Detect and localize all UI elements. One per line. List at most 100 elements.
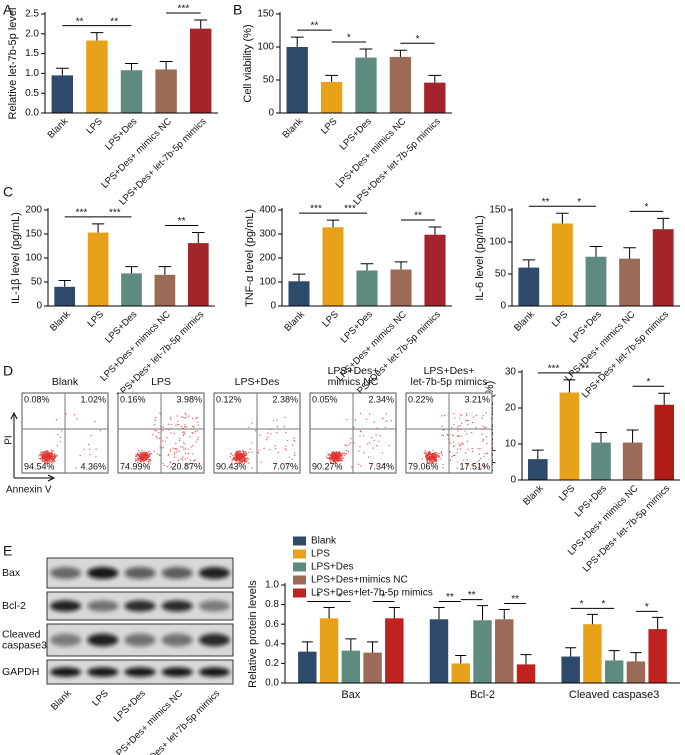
flow-dot [44,462,47,465]
flow-dot [331,451,333,453]
flow-dot [467,464,469,466]
significance-label: * [580,599,584,610]
flow-dot [162,446,164,449]
flow-dot [485,426,487,428]
flow-dot [421,458,424,460]
flow-dot [351,466,353,468]
flow-dot [426,458,429,460]
flow-dot [333,451,335,453]
bar [51,75,74,113]
flow-dot [185,463,187,466]
flow-dot [182,456,184,458]
flow-dot [466,419,468,422]
flow-dot [456,467,458,470]
legend-label: LPS [311,549,330,560]
bar [626,661,646,683]
flow-dot [189,462,192,464]
flow-dot [441,450,443,452]
flow-dot [433,460,436,462]
error-bar [192,232,205,244]
flow-dot [56,454,58,457]
y-tick-label: 50 [31,277,43,288]
flow-dot [173,465,176,468]
flow-dot [462,459,465,461]
error-bar [394,49,407,57]
flow-dot [48,458,50,460]
flow-dot [44,459,47,461]
blot-band [161,667,193,677]
flow-dot [435,451,437,454]
flow-dot [428,450,431,453]
bar [648,629,667,683]
bar [652,229,674,306]
significance-label: *** [109,208,121,219]
flow-dot [79,454,81,457]
flow-dot [486,442,488,445]
significance-label: ** [511,594,519,605]
flow-dot [192,445,194,447]
bar [516,664,536,683]
flow-dot [54,457,57,459]
error-bar [55,67,69,76]
x-tick-label: LPS [557,483,577,503]
flow-dot [461,442,464,444]
flow-dot [183,426,186,428]
quadrant-value: 4.36% [80,461,106,471]
blot-band [124,600,156,612]
flow-dot [341,457,344,459]
flow-dot [89,448,91,450]
flow-dot [235,459,238,461]
significance-label: * [646,377,650,388]
flow-dot [246,460,249,462]
flow-dot [270,433,272,435]
flow-dot [428,457,430,459]
flow-dot [234,459,236,461]
y-tick-label: 0.0 [25,108,39,119]
flow-dot [433,462,435,464]
flow-dot [83,448,85,451]
flow-dot [431,459,433,461]
flow-dot [431,457,433,459]
bar [619,258,641,306]
flow-dot [140,456,142,459]
flow-dot [178,450,180,452]
flow-dot [87,443,90,446]
bar [385,618,404,683]
flow-dot [44,452,46,454]
flow-dot [170,418,172,421]
bar [155,69,177,113]
x-tick-label: LPS [550,309,570,329]
flow-dot [331,455,333,458]
error-bar [290,36,304,47]
flow-dot [263,447,265,450]
flow-dot [167,454,169,456]
flow-dot [197,436,199,439]
flow-dot [390,466,392,468]
flow-dot [452,435,455,437]
error-bar [589,245,603,257]
flow-dot [327,453,329,456]
flow-dot [239,454,242,457]
flow-dot [257,451,260,454]
error-bar [563,379,576,393]
error-bar [652,616,664,630]
flow-dot [154,429,156,432]
error-bar [359,48,373,58]
flow-dot [48,453,50,456]
flow-dot [372,447,374,449]
flow-dot [482,414,484,417]
flow-dot [449,459,452,461]
flow-dot [458,417,461,419]
blot-band [49,633,82,647]
x-tick-label: Bcl-2 [470,689,495,701]
flow-dot [134,460,137,462]
flow-dot [170,467,172,469]
flow-dot [464,452,467,454]
flow-dot [329,459,331,461]
flow-dot [191,432,194,434]
flow-dot [187,415,190,417]
flow-dot [240,461,242,464]
quadrant-value: 0.22% [408,394,434,404]
flow-dot [242,460,244,463]
